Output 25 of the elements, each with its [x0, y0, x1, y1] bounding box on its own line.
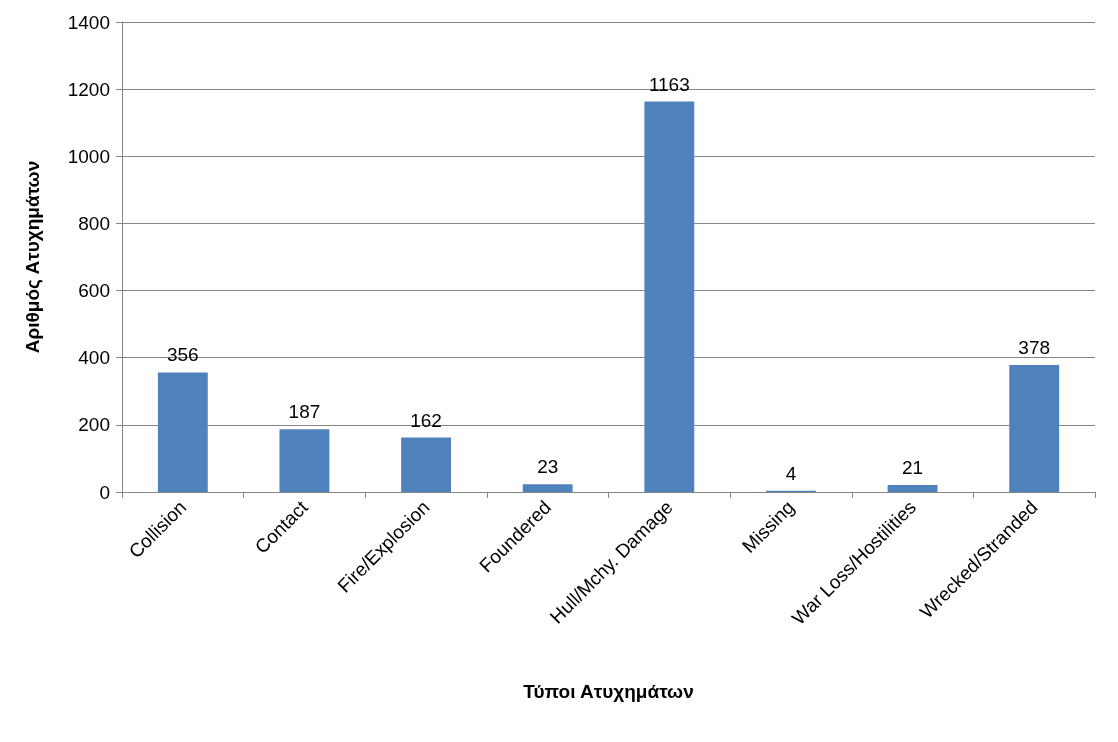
data-label: 21 [901, 456, 924, 478]
data-label: 162 [410, 409, 442, 431]
y-tick-label: 1200 [67, 78, 110, 100]
bar [644, 101, 695, 492]
bar [1009, 365, 1060, 492]
bar [157, 372, 208, 492]
x-axis-title: Τύποι Ατυχημάτων [523, 681, 694, 702]
y-tick-label: 1000 [67, 145, 110, 167]
y-tick-label: 400 [78, 347, 110, 369]
y-tick-label: 1400 [67, 11, 110, 33]
bar [522, 484, 573, 492]
data-label: 4 [785, 462, 797, 484]
bar [279, 429, 330, 492]
y-tick-label: 600 [78, 280, 110, 302]
y-axis-title: Αριθμός Ατυχημάτων [22, 160, 43, 354]
bar [401, 437, 451, 492]
y-tick-label: 200 [78, 414, 110, 436]
data-label: 378 [1018, 337, 1051, 359]
bar [887, 484, 938, 492]
data-label: 187 [288, 401, 321, 423]
data-label: 1163 [648, 73, 690, 95]
data-label: 356 [166, 344, 199, 366]
y-tick-label: 800 [78, 212, 110, 234]
data-label: 23 [537, 456, 559, 478]
y-tick-label: 0 [99, 481, 110, 503]
